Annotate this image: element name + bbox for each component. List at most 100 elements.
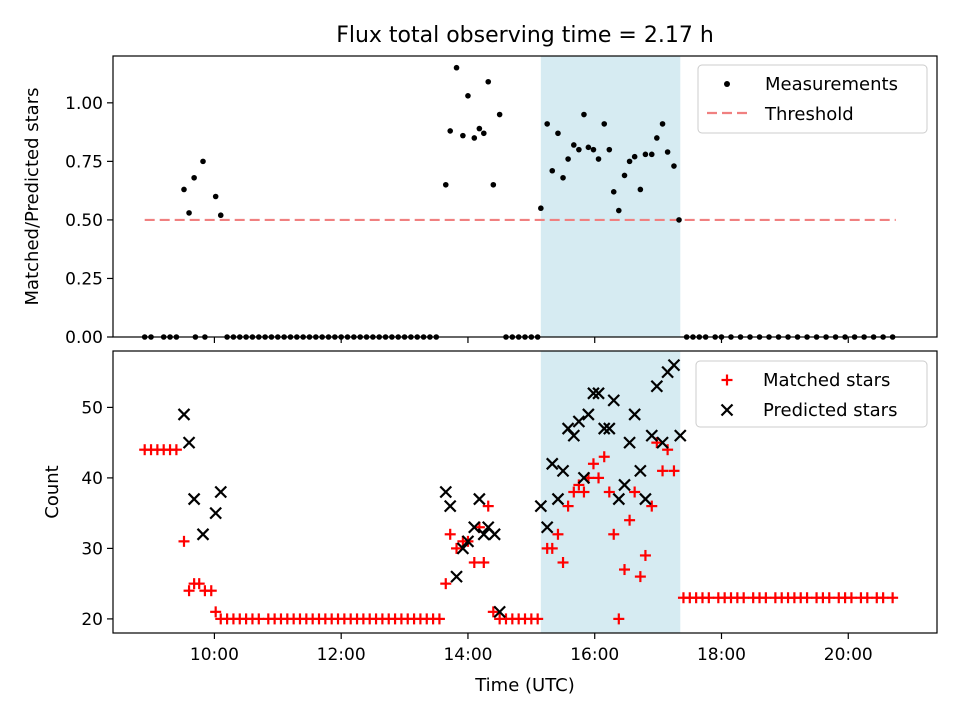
legend-predicted-label: Predicted stars	[763, 400, 897, 421]
measurement-point	[217, 212, 224, 219]
predicted-star-point	[443, 499, 457, 513]
predicted-star-point	[634, 464, 647, 478]
matched-star-point	[468, 557, 480, 568]
measurement-point	[181, 186, 187, 193]
top-y-axis-label: Matched/Predicted stars	[22, 88, 43, 306]
matched-star-point	[823, 592, 835, 604]
measurement-point	[676, 217, 682, 223]
predicted-star-point	[182, 436, 196, 449]
predicted-star-point	[456, 542, 470, 555]
measurement-point	[621, 172, 628, 179]
measurement-point	[481, 130, 487, 137]
measurement-point	[212, 193, 219, 200]
matched-star-point	[433, 613, 445, 625]
measurement-point	[447, 128, 454, 134]
predicted-star-point	[540, 520, 554, 534]
matched-star-point	[451, 542, 463, 554]
predicted-star-point	[493, 605, 506, 619]
matched-star-point	[178, 535, 190, 547]
predicted-star-point	[473, 492, 486, 506]
measurement-point	[571, 142, 577, 148]
matched-star-point	[444, 528, 456, 540]
matched-star-point	[619, 564, 631, 576]
predicted-star-point	[628, 408, 641, 421]
measurement-point	[549, 167, 556, 174]
legend-matched-label: Matched stars	[763, 370, 890, 391]
bottom-y-axis-label: Count	[42, 465, 63, 518]
measurement-point	[576, 146, 582, 153]
matched-star-point	[487, 606, 499, 618]
measurement-point	[626, 158, 633, 165]
predicted-star-point	[645, 429, 659, 442]
legend-predicted-marker	[720, 403, 734, 417]
predicted-star-point	[551, 492, 565, 506]
measurement-point	[485, 78, 492, 85]
measurement-point	[664, 149, 671, 155]
measurement-point	[465, 93, 471, 99]
predicted-star-point	[450, 570, 463, 583]
measurement-point	[585, 144, 592, 151]
measurement-point	[460, 132, 466, 139]
matched-star-point	[738, 592, 750, 604]
predicted-star-point	[650, 379, 664, 393]
matched-star-point	[170, 444, 182, 456]
matched-star-point	[183, 585, 195, 597]
measurement-point	[610, 189, 617, 195]
measurement-point	[637, 186, 644, 193]
predicted-star-point	[587, 387, 600, 400]
matched-star-point	[598, 451, 610, 463]
bottom-y-tick-label: 40	[81, 469, 103, 489]
measurement-point	[565, 156, 571, 162]
matched-star-point	[568, 486, 580, 498]
matched-star-point	[877, 592, 889, 604]
predicted-star-point	[177, 408, 191, 421]
observing-window-shade-top	[540, 56, 681, 337]
top-y-tick-label: 0.25	[65, 269, 103, 289]
matched-star-point	[557, 557, 569, 568]
predicted-star-point	[597, 422, 611, 435]
bottom-legend-box	[695, 360, 928, 428]
top-axes-frame	[112, 55, 938, 338]
predicted-star-point	[656, 436, 669, 449]
top-legend: Measurements Threshold	[697, 64, 928, 134]
predicted-star-point	[567, 429, 581, 442]
measurement-point	[616, 207, 622, 214]
predicted-star-point	[592, 387, 605, 400]
predicted-star-point	[612, 492, 626, 506]
matched-star-point	[657, 465, 669, 477]
predicted-star-point	[468, 520, 481, 534]
matched-star-point	[440, 578, 452, 590]
x-tick-label: 12:00	[317, 645, 366, 665]
predicted-star-point	[572, 415, 586, 428]
matched-star-point	[552, 528, 564, 540]
measurement-point	[544, 121, 550, 127]
measurement-point	[595, 156, 602, 162]
predicted-star-point	[439, 485, 453, 499]
bottom-legend: Matched stars Predicted stars	[695, 360, 928, 428]
legend-threshold-label: Threshold	[764, 104, 854, 125]
measurement-point	[442, 181, 449, 188]
predicted-star-point	[545, 457, 559, 471]
measurement-point	[560, 174, 566, 181]
measurement-point	[538, 205, 544, 212]
measurement-point	[659, 121, 666, 127]
bottom-axes-frame	[112, 350, 938, 634]
matched-star-point	[624, 514, 636, 526]
matched-star-point	[603, 486, 615, 498]
matched-star-point	[478, 557, 490, 568]
matched-star-point	[646, 500, 658, 512]
matched-star-point	[210, 606, 222, 618]
matched-star-point	[482, 500, 494, 512]
measurement-point	[476, 125, 483, 132]
matched-star-point	[573, 479, 585, 491]
matched-star-point	[629, 486, 641, 498]
predicted-star-point	[618, 478, 631, 492]
predicted-star-point	[477, 528, 491, 541]
legend-measurements-marker	[724, 81, 730, 87]
x-tick-label: 10:00	[190, 645, 239, 665]
measurement-point	[191, 174, 197, 181]
matched-star-point	[639, 549, 651, 561]
predicted-star-point	[488, 528, 501, 541]
matched-star-point	[205, 585, 217, 597]
